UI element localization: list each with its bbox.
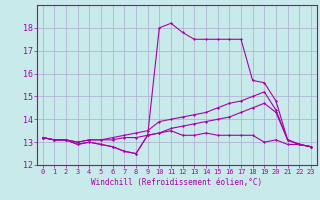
X-axis label: Windchill (Refroidissement éolien,°C): Windchill (Refroidissement éolien,°C) [91,178,262,187]
